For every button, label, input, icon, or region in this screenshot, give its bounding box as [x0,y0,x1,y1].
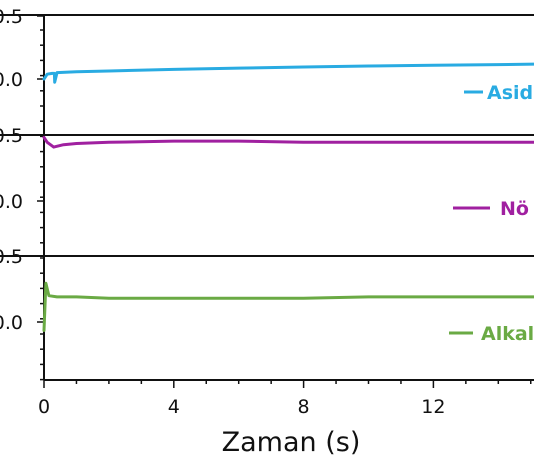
y-tick-label: 0.5 [0,6,23,28]
legend-label: Nö [500,198,529,220]
axes-layer [0,14,534,388]
x-tick-label: 4 [168,396,180,418]
x-tick-label: 0 [38,396,50,418]
y-tick-label: 0.5 [0,246,23,268]
series-line-nö [42,135,534,149]
y-tick-label: 0.0 [0,69,23,91]
labels-layer: 0 4 8 12 0.5 0.0 Asid 0.5 0.0 0.5 Nö 0.0 Alkal [0,6,534,418]
y-tick-label: 0.0 [0,312,23,334]
y-tick-label: 0.5 [0,125,23,147]
x-axis-title: Zaman (s) [222,427,361,458]
y-tick-label: 0.0 [0,191,23,213]
x-tick-label: 12 [421,396,445,418]
series-line-asid [42,62,534,84]
legend-label: Asid [487,82,533,104]
legend-label: Alkal [481,323,534,345]
x-tick-label: 8 [298,396,310,418]
series-layer [42,62,534,332]
series-line-alkal [42,281,534,332]
